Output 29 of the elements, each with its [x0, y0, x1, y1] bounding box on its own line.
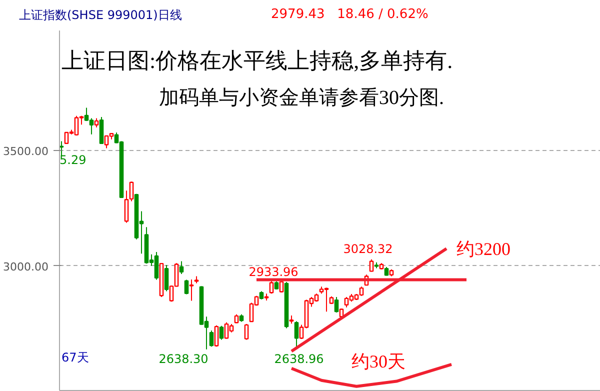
chart-title: 上证指数(SHSE 999001)日线: [19, 7, 182, 24]
candlestick: [164, 264, 169, 292]
candlestick: [214, 324, 219, 348]
candlestick: [94, 118, 99, 128]
annotation: 约3200: [456, 239, 510, 260]
annotation: 约30天: [352, 352, 406, 372]
y-tick-label: 3500.00: [3, 145, 49, 158]
annotation: 67天: [62, 350, 89, 364]
candlestick: [209, 330, 214, 348]
candlestick: [244, 324, 249, 340]
candlestick: [184, 279, 189, 295]
candlestick: [179, 260, 184, 274]
annotation: 2638.30: [158, 352, 208, 366]
candlestick: [279, 280, 284, 293]
candlestick: [369, 258, 374, 272]
candlestick: [189, 279, 194, 302]
candlestick: [99, 116, 104, 145]
candlestick: [269, 280, 274, 294]
annotation: 3028.32: [343, 242, 393, 256]
annotation: 5.29: [60, 152, 86, 167]
chart-subtitle: 2979.43 18.46 / 0.62%: [271, 6, 428, 24]
annotation: 加码单与小资金单请参看30分图.: [159, 87, 444, 110]
annotation: 上证日图:价格在水平线上持稳,多单持有.: [62, 48, 453, 74]
annotation: 2638.96: [274, 352, 324, 366]
candlestick: [219, 325, 224, 340]
candlestick: [60, 140, 64, 157]
candlestick: [334, 296, 339, 313]
y-tick-label: 3000.00: [3, 260, 49, 274]
annotation: 2933.96: [248, 265, 298, 280]
